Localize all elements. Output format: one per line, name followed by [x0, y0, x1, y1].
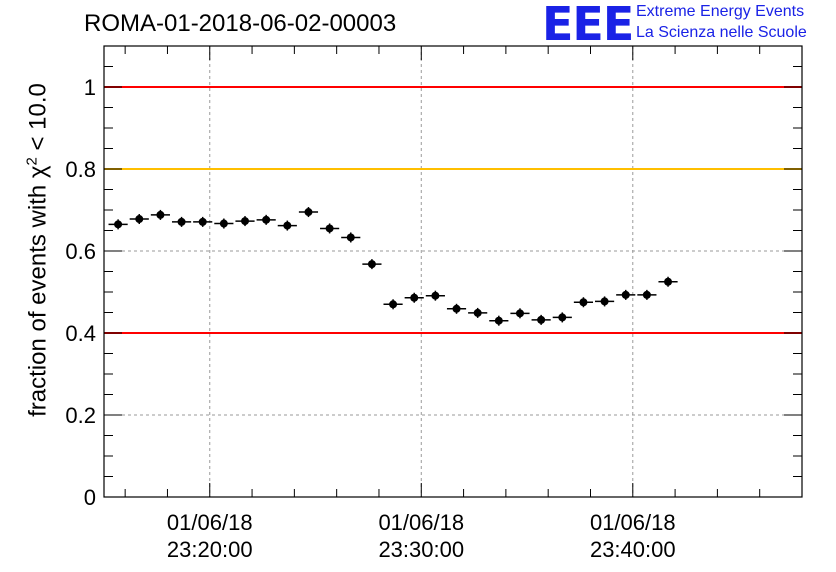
x-tick-label-date: 01/06/18 — [167, 510, 253, 535]
y-label-suffix: < 10.0 — [24, 83, 52, 158]
data-point — [219, 219, 228, 228]
eee-logo: EEE Extreme Energy Events La Scienza nel… — [542, 0, 832, 51]
data-point — [198, 217, 207, 226]
data-points — [108, 207, 678, 326]
data-point — [558, 313, 567, 322]
x-tick-label-time: 23:40:00 — [590, 537, 676, 562]
data-point — [494, 316, 503, 325]
data-point — [664, 277, 673, 286]
plot-area-border — [103, 45, 803, 498]
data-point — [325, 224, 334, 233]
data-point — [600, 297, 609, 306]
x-tick-label-time: 23:20:00 — [167, 537, 253, 562]
data-point — [473, 308, 482, 317]
plot-frame — [103, 45, 803, 498]
chart-title: ROMA-01-2018-06-02-00003 — [84, 10, 397, 37]
x-tick-label-date: 01/06/18 — [378, 510, 464, 535]
data-point — [579, 298, 588, 307]
data-point — [515, 309, 524, 318]
x-tick-label-time: 23:30:00 — [378, 537, 464, 562]
data-point — [262, 215, 271, 224]
data-point — [114, 220, 123, 229]
data-point — [452, 304, 461, 313]
y-tick-label: 0.4 — [65, 321, 96, 346]
data-point — [177, 217, 186, 226]
logo-text-line2: La Scienza nelle Scuole — [636, 24, 807, 41]
data-point — [642, 290, 651, 299]
tick-labels: 00.20.40.60.8101/06/1823:20:0001/06/1823… — [65, 75, 675, 562]
data-point — [156, 210, 165, 219]
data-point — [389, 300, 398, 309]
y-label-sup: 2 — [23, 157, 41, 166]
data-point — [283, 221, 292, 230]
y-tick-label: 1 — [84, 75, 96, 100]
eee-logo-mark: EEE — [542, 0, 634, 51]
data-point — [410, 293, 419, 302]
data-point — [621, 290, 630, 299]
data-point — [367, 260, 376, 269]
y-label-chi: χ — [24, 165, 52, 179]
y-tick-label: 0.2 — [65, 403, 96, 428]
grid-lines — [104, 46, 802, 497]
data-point — [346, 233, 355, 242]
reference-lines — [104, 86, 802, 334]
data-point — [304, 208, 313, 217]
data-point — [241, 217, 250, 226]
data-point — [135, 215, 144, 224]
logo-text-line1: Extreme Energy Events — [636, 3, 805, 20]
axis-ticks — [104, 46, 803, 498]
data-point — [431, 291, 440, 300]
y-label-prefix: fraction of events with — [24, 178, 52, 417]
y-tick-label: 0.6 — [65, 239, 96, 264]
x-tick-label-date: 01/06/18 — [590, 510, 676, 535]
data-point — [537, 315, 546, 324]
y-axis-label: fraction of events with χ2 < 10.0 — [24, 83, 53, 417]
y-tick-label: 0 — [84, 485, 96, 510]
y-tick-label: 0.8 — [65, 157, 96, 182]
